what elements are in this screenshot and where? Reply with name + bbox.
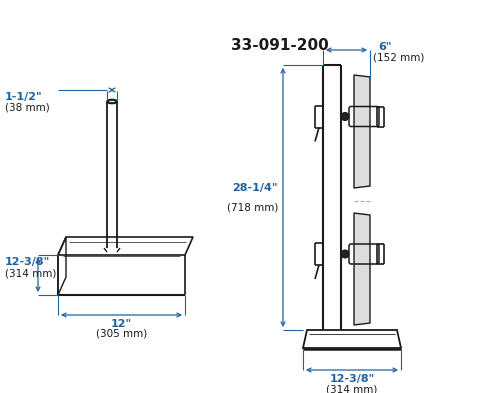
Text: (305 mm): (305 mm) <box>96 329 147 339</box>
Text: (718 mm): (718 mm) <box>226 202 278 213</box>
Text: 28-1/4": 28-1/4" <box>232 182 278 193</box>
Text: 6": 6" <box>378 42 391 52</box>
Text: 12-3/8": 12-3/8" <box>329 374 375 384</box>
Text: 1-1/2": 1-1/2" <box>5 92 42 102</box>
Text: (38 mm): (38 mm) <box>5 102 50 112</box>
Text: 33-091-200: 33-091-200 <box>231 37 329 53</box>
Text: (152 mm): (152 mm) <box>373 53 425 63</box>
Text: (314 mm): (314 mm) <box>326 384 378 393</box>
Circle shape <box>341 112 349 121</box>
Polygon shape <box>354 75 370 188</box>
Text: 12-3/8": 12-3/8" <box>5 257 50 267</box>
Text: (314 mm): (314 mm) <box>5 268 57 278</box>
Text: 12": 12" <box>111 319 132 329</box>
Polygon shape <box>354 213 370 325</box>
Circle shape <box>341 250 349 258</box>
